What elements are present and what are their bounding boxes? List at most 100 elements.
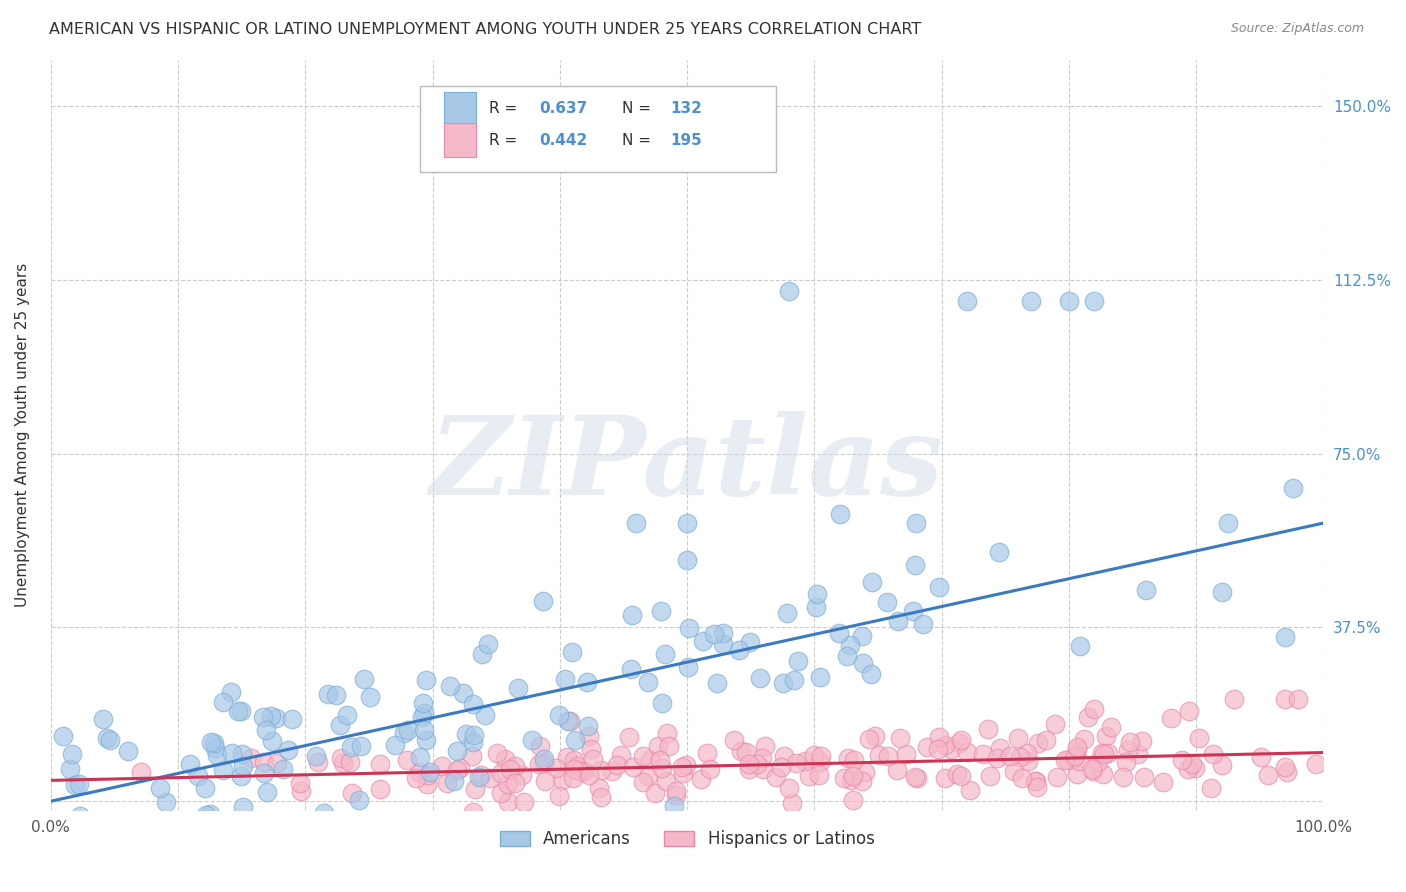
Point bbox=[1099, 720, 1122, 734]
Point bbox=[413, 706, 436, 720]
Text: 195: 195 bbox=[671, 133, 702, 148]
Point bbox=[129, 764, 152, 779]
Point bbox=[828, 507, 851, 521]
Point bbox=[610, 747, 633, 762]
Point bbox=[290, 784, 312, 798]
Point bbox=[699, 762, 721, 776]
Point bbox=[277, 743, 299, 757]
Point bbox=[451, 685, 474, 699]
Point bbox=[531, 593, 554, 607]
Point bbox=[499, 762, 522, 776]
Point bbox=[229, 769, 252, 783]
Point bbox=[461, 697, 484, 711]
Point bbox=[808, 756, 831, 770]
Text: N =: N = bbox=[623, 133, 657, 148]
Point bbox=[1007, 731, 1029, 746]
Point bbox=[58, 762, 80, 776]
Point bbox=[654, 648, 676, 662]
Point bbox=[851, 774, 873, 789]
Point bbox=[446, 744, 468, 758]
Point bbox=[842, 753, 865, 767]
Point bbox=[1181, 757, 1204, 772]
Point bbox=[411, 710, 433, 724]
Point bbox=[260, 709, 283, 723]
Point bbox=[934, 771, 956, 785]
Point bbox=[1130, 733, 1153, 747]
Point bbox=[735, 745, 758, 759]
Point bbox=[125, 817, 148, 831]
Point bbox=[1069, 639, 1091, 653]
Point bbox=[858, 731, 880, 746]
Point bbox=[904, 558, 927, 572]
Point bbox=[60, 747, 83, 762]
Point bbox=[1011, 771, 1033, 785]
Point bbox=[773, 749, 796, 764]
Point bbox=[392, 726, 415, 740]
Text: AMERICAN VS HISPANIC OR LATINO UNEMPLOYMENT AMONG YOUTH UNDER 25 YEARS CORRELATI: AMERICAN VS HISPANIC OR LATINO UNEMPLOYM… bbox=[49, 22, 921, 37]
Point bbox=[271, 762, 294, 776]
Point bbox=[786, 654, 808, 668]
Point bbox=[842, 793, 865, 807]
Point bbox=[1281, 481, 1303, 495]
Point bbox=[1211, 758, 1233, 772]
Point bbox=[810, 749, 832, 764]
Point bbox=[886, 763, 908, 777]
Point bbox=[988, 545, 1011, 559]
Point bbox=[1171, 753, 1194, 767]
Point bbox=[1097, 746, 1119, 760]
Point bbox=[665, 788, 688, 802]
Point bbox=[520, 732, 543, 747]
Point bbox=[1010, 750, 1032, 764]
Point bbox=[339, 755, 361, 769]
Point bbox=[631, 749, 654, 764]
Point bbox=[415, 732, 437, 747]
Point bbox=[58, 817, 80, 831]
Point bbox=[288, 776, 311, 790]
Point bbox=[449, 761, 471, 775]
Point bbox=[837, 751, 859, 765]
Point bbox=[948, 736, 970, 750]
Point bbox=[498, 795, 520, 809]
Point bbox=[637, 769, 659, 783]
Point bbox=[959, 782, 981, 797]
Point bbox=[915, 739, 938, 754]
Point bbox=[568, 764, 591, 779]
Point bbox=[416, 768, 439, 782]
Point bbox=[765, 771, 787, 785]
Point bbox=[946, 767, 969, 781]
Point bbox=[413, 723, 436, 738]
Point bbox=[226, 704, 249, 718]
Point bbox=[1257, 768, 1279, 782]
Point bbox=[262, 734, 284, 748]
Text: R =: R = bbox=[488, 102, 522, 116]
Point bbox=[832, 772, 855, 786]
Point bbox=[419, 764, 441, 779]
Point bbox=[232, 800, 254, 814]
Point bbox=[486, 747, 509, 761]
Point bbox=[1017, 754, 1039, 768]
Point bbox=[868, 747, 890, 762]
Point bbox=[432, 759, 454, 773]
Point bbox=[408, 765, 430, 780]
Point bbox=[690, 772, 713, 786]
Point bbox=[1178, 704, 1201, 718]
Point bbox=[783, 673, 806, 688]
Point bbox=[620, 607, 643, 622]
Point bbox=[671, 760, 693, 774]
Point bbox=[555, 750, 578, 764]
Point bbox=[187, 769, 209, 783]
Point bbox=[941, 741, 963, 756]
Point bbox=[1091, 747, 1114, 761]
Point bbox=[533, 756, 555, 770]
Point bbox=[851, 657, 873, 671]
Point bbox=[713, 626, 735, 640]
Point bbox=[754, 739, 776, 753]
Point bbox=[1024, 773, 1046, 788]
Point bbox=[562, 762, 585, 776]
Point bbox=[853, 764, 876, 779]
Point bbox=[1066, 766, 1088, 780]
Point bbox=[703, 626, 725, 640]
Point bbox=[793, 754, 815, 768]
Point bbox=[728, 643, 751, 657]
Point bbox=[621, 760, 644, 774]
